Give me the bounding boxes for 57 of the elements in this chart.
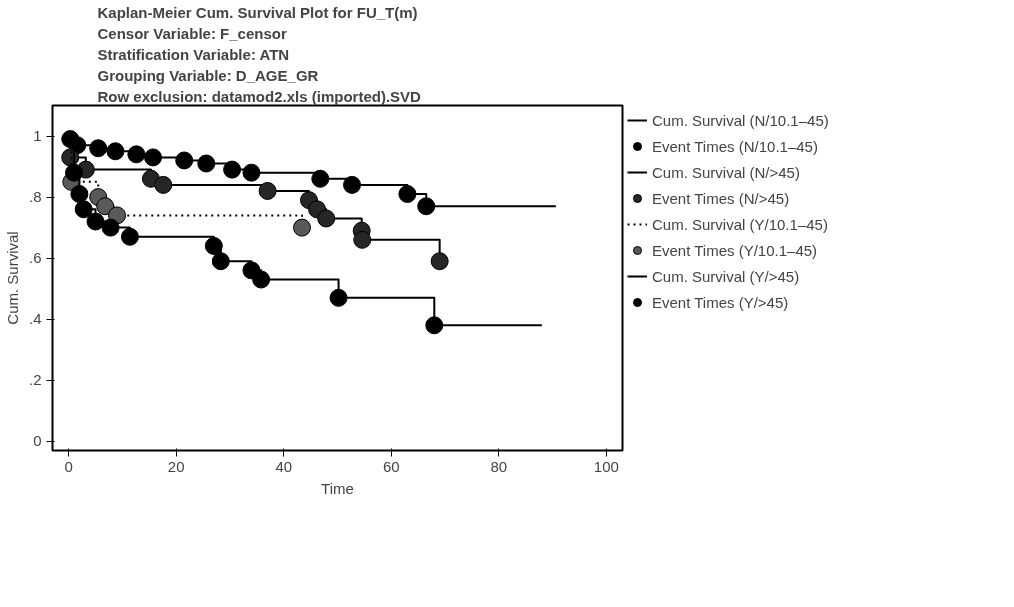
legend-label: Cum. Survival (N/>45) [652,163,800,181]
point [197,154,216,173]
point [293,218,312,237]
legend-label: Event Times (Y/>45) [652,293,789,311]
point [154,175,173,194]
y-tick-label: .2 [28,371,42,389]
x-tick-label: 100 [593,457,619,475]
x-tick-label: 0 [64,457,73,475]
chart-title: Kaplan-Meier Cum. Survival Plot for FU_T(m) [97,3,418,21]
y-tick-label: .6 [28,249,42,267]
legend-label: Event Times (Y/10.1–45) [652,241,818,259]
point [86,212,105,231]
x-tick-label: 40 [275,457,293,475]
text: Grouping Variable: D_AGE_GR [97,66,319,84]
y-axis-title: Cum. Survival [3,231,21,325]
point [74,200,93,219]
point [120,227,139,246]
x-tick-label: 20 [167,457,185,475]
legend-label: Cum. Survival (N/10.1–45) [652,111,829,129]
point [89,139,108,158]
y-tick-label: 0 [33,432,42,450]
point [106,142,125,161]
point [311,169,330,188]
point [417,197,436,216]
point [70,185,89,204]
text: Censor Variable: F_censor [97,24,287,42]
point [329,288,348,307]
point [211,252,230,271]
x-axis-title: Time [321,479,354,497]
text: Row exclusion: datamod2.xls (imported).SVD [97,87,422,105]
point [204,236,223,255]
legend-label: Event Times (N/>45) [652,189,790,207]
point [430,252,449,271]
point [425,316,444,335]
legend-label: Event Times (N/10.1–45) [652,137,818,155]
legend-label: Cum. Survival (Y/>45) [652,267,800,285]
point [101,218,120,237]
point [144,148,163,167]
y-tick-label: .4 [28,310,42,328]
point [223,160,242,179]
point [96,197,115,216]
point [242,163,261,182]
x-tick-label: 80 [490,457,508,475]
point [258,182,277,200]
point [353,230,372,249]
point [252,270,271,289]
point [127,145,146,164]
x-tick-label: 60 [382,457,400,475]
y-tick-label: .8 [28,188,42,206]
y-tick-label: 1 [33,127,42,145]
point [317,209,336,228]
point [398,185,417,204]
point [343,175,362,194]
legend-label: Cum. Survival (Y/10.1–45) [652,215,828,233]
point [65,163,84,182]
point [175,151,194,170]
text: Stratification Variable: ATN [97,45,290,63]
